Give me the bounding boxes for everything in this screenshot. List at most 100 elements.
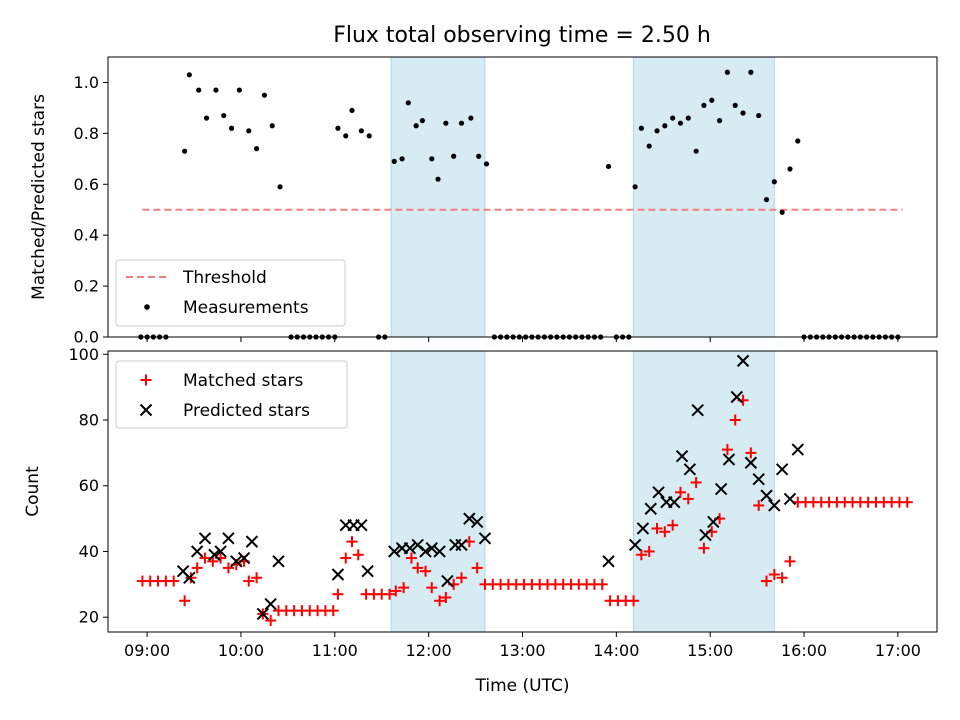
predicted-star-point: [455, 538, 468, 552]
bottom-y-tick-label: 60: [79, 476, 99, 495]
measurement-point: [605, 163, 612, 170]
measurement-point: [246, 128, 252, 134]
predicted-star-point: [256, 607, 270, 621]
predicted-star-point: [208, 548, 221, 561]
matched-star-point: [455, 572, 467, 584]
predicted-star-point: [652, 486, 665, 499]
matched-star-point: [659, 526, 671, 538]
measurement-point: [203, 115, 210, 121]
matched-star-point: [643, 545, 655, 557]
measurement-point: [795, 138, 801, 144]
predicted-star-point: [230, 555, 243, 568]
measurement-point: [709, 97, 715, 103]
predicted-star-point: [222, 532, 235, 545]
matched-star-point: [729, 414, 741, 426]
matched-star-point: [352, 549, 364, 561]
predicted-star-point: [775, 463, 789, 476]
measurement-point: [716, 118, 723, 124]
measurement-point: [763, 196, 770, 203]
legend-predicted-label: Predicted stars: [183, 401, 310, 421]
predicted-star-point: [791, 443, 804, 456]
predicted-star-point: [699, 528, 712, 542]
top-y-tick-label: 1.0: [74, 73, 99, 92]
matched-star-point: [412, 562, 424, 574]
measurement-point: [771, 179, 777, 185]
predicted-star-point: [214, 545, 227, 558]
measurement-point: [476, 153, 482, 159]
top-y-tick-label: 0.6: [74, 175, 99, 194]
matched-star-point: [243, 575, 255, 587]
predicted-star-point: [752, 472, 765, 486]
x-tick-label: 16:00: [781, 641, 827, 660]
predicted-star-point: [783, 492, 797, 506]
predicted-star-point: [190, 545, 204, 558]
predicted-star-point: [636, 522, 650, 535]
predicted-star-point: [644, 502, 657, 515]
x-tick-label: 11:00: [312, 641, 358, 660]
x-tick-label: 09:00: [124, 641, 170, 660]
legend-matched-marker: [140, 374, 152, 386]
matched-star-point: [690, 476, 702, 488]
measurement-point: [186, 72, 192, 78]
observing-window-shade: [390, 56, 486, 338]
measurement-point: [182, 148, 188, 154]
observing-window-shade: [390, 350, 486, 633]
predicted-star-point: [264, 597, 277, 611]
measurement-point: [413, 123, 419, 129]
measurement-point: [693, 148, 699, 154]
predicted-star-point: [736, 354, 750, 368]
matched-star-point: [901, 496, 913, 508]
measurement-point: [451, 153, 457, 159]
measurement-point: [787, 166, 793, 172]
predicted-star-point: [722, 453, 736, 466]
measurement-point: [756, 112, 762, 119]
measurement-point: [366, 133, 372, 139]
matched-star-point: [179, 595, 191, 607]
x-tick-label: 14:00: [593, 641, 639, 660]
matched-star-point: [265, 614, 277, 626]
predicted-star-point: [470, 515, 484, 529]
matched-star-point: [251, 572, 263, 584]
measurement-point: [638, 125, 644, 131]
matched-star-point: [761, 575, 773, 587]
matched-star-point: [191, 562, 203, 574]
predicted-star-point: [628, 538, 642, 552]
predicted-star-point: [237, 551, 251, 565]
bottom-legend: Matched stars Predicted stars: [115, 360, 348, 429]
matched-star-point: [440, 591, 452, 603]
measurement-point: [646, 143, 652, 149]
top-legend-box: [115, 259, 346, 327]
matched-star-point: [753, 499, 765, 511]
matched-star-point: [185, 572, 197, 584]
predicted-star-point: [183, 571, 196, 584]
matched-star-point: [346, 536, 358, 548]
predicted-star-point: [730, 390, 743, 404]
predicted-star-point: [198, 532, 212, 545]
legend-predicted-marker: [139, 403, 153, 417]
measurement-point: [724, 69, 731, 75]
top-y-tick-label: 0.0: [74, 328, 99, 347]
measurement-point: [196, 87, 202, 93]
measurement-point: [221, 112, 227, 119]
matched-star-point: [667, 519, 679, 531]
x-axis-label: Time (UTC): [475, 676, 570, 696]
matched-star-point: [784, 555, 796, 567]
matched-star-point: [390, 585, 402, 597]
measurement-point: [458, 120, 465, 126]
matched-star-point: [674, 486, 686, 498]
measurement-point: [349, 107, 355, 114]
measurement-point: [740, 110, 746, 116]
top-y-tick-label: 0.8: [74, 124, 99, 143]
measurement-point: [670, 115, 676, 121]
legend-matched-swatch: [140, 374, 152, 386]
matched-star-point: [698, 542, 710, 554]
x-tick-label: 13:00: [499, 641, 545, 660]
legend-measurements-label: Measurements: [183, 298, 309, 318]
bottom-y-tick-label: 80: [79, 411, 99, 430]
bottom-y-tick-label: 40: [79, 542, 99, 561]
top-y-tick-label: 0.4: [74, 226, 99, 245]
predicted-star-point: [463, 512, 476, 525]
predicted-star-point: [760, 489, 773, 502]
legend-predicted-swatch: [139, 403, 153, 417]
matched-star-point: [651, 522, 663, 534]
